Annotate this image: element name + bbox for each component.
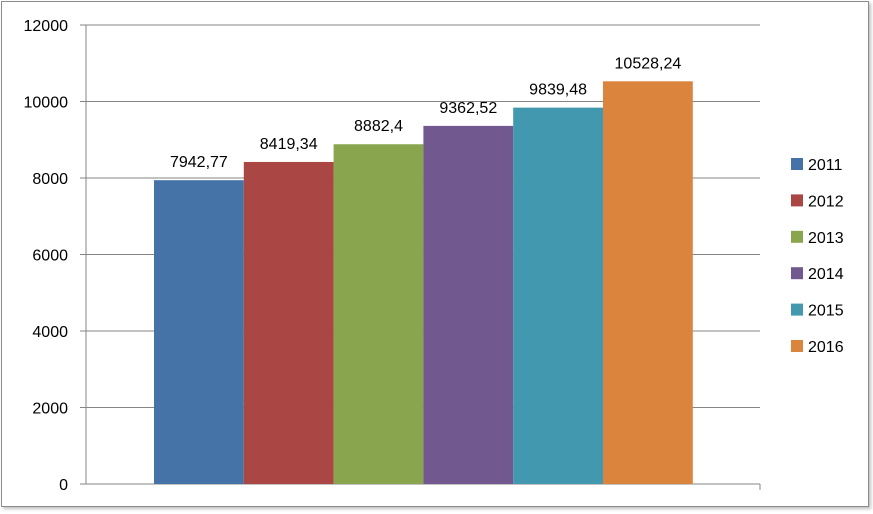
y-tick-label: 10000: [24, 95, 69, 112]
y-tick-label: 2000: [32, 401, 68, 418]
data-label-2012: 8419,34: [260, 136, 318, 153]
y-tick-label: 6000: [32, 248, 68, 265]
legend-swatch-2014: [791, 267, 803, 280]
legend-label-2016: 2016: [808, 339, 844, 356]
data-labels: 7942,77 8419,34 8882,4 9362,52 9839,48 10528,…: [170, 55, 681, 171]
legend: 2011 2012 2013 2014 2015 2016: [791, 157, 844, 356]
data-label-2016: 10528,24: [615, 55, 682, 72]
bar-2016: [603, 81, 693, 484]
bar-2011: [154, 180, 244, 485]
legend-label-2012: 2012: [808, 193, 844, 210]
legend-swatch-2012: [791, 194, 803, 207]
y-tick-label: 12000: [24, 18, 69, 35]
data-label-2013: 8882,4: [354, 118, 403, 135]
legend-swatch-2015: [791, 303, 803, 316]
bars: [154, 81, 693, 485]
data-label-2014: 9362,52: [439, 100, 497, 117]
bar-2015: [513, 107, 603, 484]
data-label-2015: 9839,48: [529, 82, 587, 99]
legend-label-2011: 2011: [808, 157, 843, 174]
y-tick-label: 0: [59, 477, 68, 494]
legend-label-2013: 2013: [808, 230, 844, 247]
y-tick-label: 4000: [32, 324, 68, 341]
bar-2012: [243, 161, 334, 484]
legend-swatch-2013: [791, 230, 803, 243]
legend-label-2014: 2014: [808, 266, 844, 283]
bar-2014: [423, 125, 514, 485]
legend-swatch-2011: [791, 158, 803, 170]
bar-2013: [333, 144, 424, 484]
y-tick-label: 8000: [32, 171, 68, 188]
legend-label-2015: 2015: [808, 303, 844, 320]
legend-swatch-2016: [791, 340, 803, 352]
data-label-2011: 7942,77: [170, 154, 228, 171]
